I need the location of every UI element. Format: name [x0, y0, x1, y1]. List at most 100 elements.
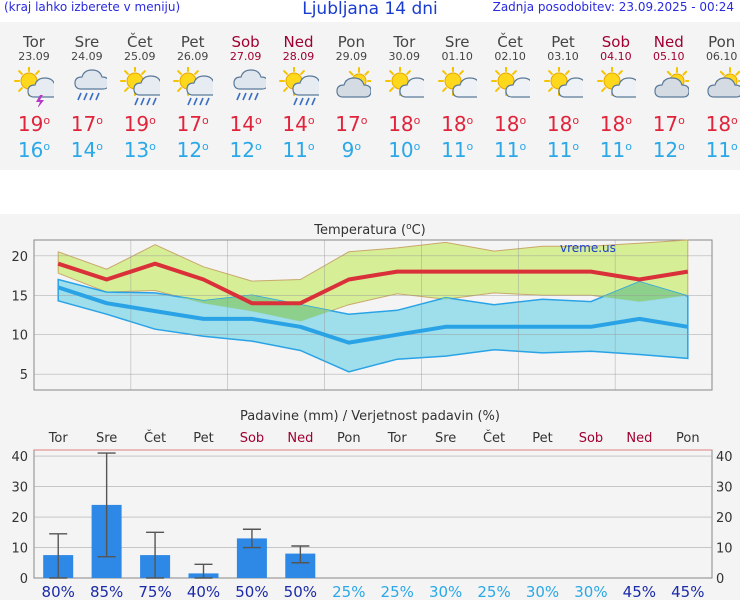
- precipitation-y-tick-label-left: 20: [11, 511, 28, 526]
- precipitation-y-tick-label-right: 40: [716, 450, 733, 465]
- day-name: Pon: [337, 33, 365, 51]
- sun-cloud-rain-icon: [278, 67, 319, 106]
- day-date: 04.10: [600, 50, 632, 63]
- min-temperature: 11o: [590, 137, 642, 163]
- cloud-rain-icon: [232, 69, 266, 101]
- min-temperature-value: 13: [123, 138, 150, 162]
- sun-cloud-icon: [385, 67, 425, 98]
- precipitation-probability-label: 45%: [623, 583, 656, 600]
- precipitation-y-tick-label-left: 10: [11, 542, 28, 557]
- day-name: Pet: [551, 33, 575, 51]
- temperature-y-tick-label: 5: [20, 368, 28, 383]
- day-name: Čet: [127, 33, 153, 51]
- location-hint[interactable]: (kraj lahko izberete v meniju): [4, 0, 181, 14]
- max-temperature: 18o: [431, 111, 483, 137]
- degree-sign: o: [307, 114, 315, 127]
- precipitation-y-tick-label-left: 0: [20, 572, 28, 587]
- precipitation-probability-label: 25%: [477, 583, 510, 600]
- min-temperature: 12o: [643, 137, 695, 163]
- precipitation-probability-label: 40%: [187, 583, 220, 600]
- day-date: 02.10: [494, 50, 526, 63]
- min-temperature-value: 11: [282, 138, 308, 162]
- max-temperature-value: 17: [176, 112, 203, 136]
- day-column: Ned 28.09 14o 11o: [273, 22, 325, 163]
- day-name: Čet: [497, 33, 523, 51]
- max-temperature: 18o: [484, 111, 536, 137]
- max-temperature: 17o: [325, 111, 377, 137]
- day-date: 28.09: [282, 50, 315, 63]
- max-temperature-value: 18: [441, 112, 467, 136]
- page-header: (kraj lahko izberete v meniju) Ljubljana…: [0, 0, 740, 22]
- precipitation-day-label: Tor: [387, 431, 408, 446]
- max-temperature-value: 17: [335, 112, 361, 136]
- max-temperature-value: 17: [70, 112, 97, 136]
- max-temperature: 14o: [273, 111, 325, 137]
- day-name: Tor: [23, 33, 45, 51]
- precipitation-day-label: Pet: [193, 431, 213, 446]
- precipitation-plot-area: [33, 449, 713, 579]
- min-temperature-value: 12: [652, 138, 679, 162]
- precipitation-probability-label: 25%: [332, 583, 365, 600]
- precipitation-probability-label: 50%: [235, 583, 268, 600]
- degree-sign: o: [731, 140, 738, 153]
- day-column: Sre 24.09 17o 14o: [61, 22, 113, 163]
- max-temperature: 17o: [167, 111, 219, 137]
- precipitation-y-tick-label-right: 20: [716, 511, 733, 526]
- precipitation-day-label: Čet: [483, 430, 505, 446]
- degree-sign: o: [254, 114, 262, 127]
- degree-sign: o: [354, 140, 362, 153]
- degree-sign: o: [96, 114, 103, 127]
- degree-sign: o: [43, 114, 51, 127]
- precipitation-day-label: Ned: [287, 431, 313, 446]
- day-name: Sob: [231, 33, 260, 51]
- day-date: 06.10: [705, 50, 738, 63]
- cloud-sun-icon: [336, 67, 372, 98]
- cloud-sun-icon: [707, 67, 740, 98]
- day-date: 29.09: [335, 50, 368, 63]
- daily-forecast-strip: Tor 23.09 19o 16o Sre 24.09 17o 14o Čet 25.09 19o 1…: [0, 22, 740, 170]
- degree-sign: o: [413, 114, 421, 127]
- day-column: Čet 25.09 19o 13o: [114, 22, 166, 163]
- cloud-rain-icon: [74, 69, 107, 101]
- day-name: Pet: [180, 33, 205, 51]
- min-temperature: 11o: [484, 137, 536, 163]
- min-temperature-value: 11: [441, 138, 467, 162]
- min-temperature-value: 12: [176, 138, 203, 162]
- day-date: 30.09: [388, 50, 421, 63]
- precipitation-day-label: Čet: [144, 430, 166, 446]
- day-name: Ned: [653, 33, 684, 51]
- degree-sign: o: [254, 140, 262, 153]
- charts-panel: Temperatura (oC) 5 10 15 20 vreme.us Padavine …: [0, 214, 740, 601]
- day-column: Ned 05.10 17o 12o: [643, 22, 695, 163]
- precipitation-chart-title: Padavine (mm) / Verjetnost padavin (%): [240, 409, 500, 424]
- temperature-chart-title: Temperatura (oC): [313, 222, 425, 238]
- min-temperature: 9o: [325, 137, 377, 163]
- max-temperature-value: 18: [388, 112, 414, 136]
- degree-sign: o: [519, 114, 527, 127]
- precipitation-y-tick-label-right: 30: [716, 481, 733, 496]
- degree-sign: o: [149, 140, 156, 153]
- precipitation-day-label: Tor: [48, 431, 69, 446]
- sun-cloud-icon: [491, 67, 531, 98]
- day-date: 05.10: [653, 50, 685, 63]
- precipitation-y-tick-label-right: 10: [716, 542, 733, 557]
- degree-sign: o: [519, 140, 527, 153]
- day-column: Pet 26.09 17o 12o: [167, 22, 219, 163]
- max-temperature: 17o: [643, 111, 695, 137]
- max-temperature: 18o: [696, 111, 740, 137]
- degree-sign: o: [202, 140, 209, 153]
- sun-cloud-rain-icon: [172, 67, 213, 106]
- max-temperature-value: 18: [494, 112, 520, 136]
- precipitation-y-tick-label-left: 40: [11, 450, 28, 465]
- charts-svg: Temperatura (oC) 5 10 15 20 vreme.us Padavine …: [11, 222, 733, 601]
- precipitation-day-label: Sre: [435, 431, 456, 446]
- degree-sign: o: [96, 140, 103, 153]
- page-title: Ljubljana 14 dni: [302, 0, 438, 19]
- max-temperature-value: 18: [599, 112, 626, 136]
- last-update: Zadnja posodobitev: 23.09.2025 - 00:24: [492, 0, 734, 14]
- degree-sign: o: [360, 114, 368, 127]
- min-temperature: 11o: [537, 137, 589, 163]
- day-date: 27.09: [229, 50, 262, 63]
- precipitation-probability-label: 30%: [574, 583, 607, 600]
- max-temperature-value: 17: [652, 112, 679, 136]
